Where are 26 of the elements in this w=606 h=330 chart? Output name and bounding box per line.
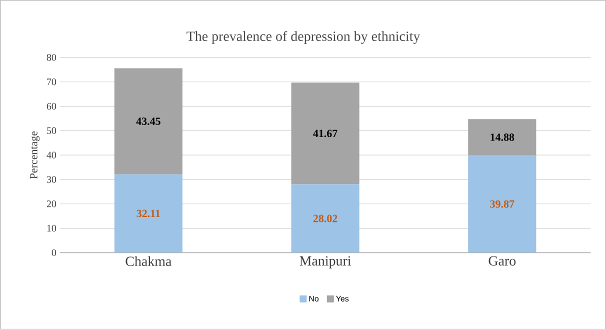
bar bbox=[291, 82, 360, 184]
data-label: 41.67 bbox=[313, 130, 338, 138]
data-label: 39.87 bbox=[490, 200, 514, 208]
data-label: 43.45 bbox=[136, 118, 160, 126]
bar bbox=[114, 68, 182, 174]
bar bbox=[114, 174, 182, 253]
data-label: 28.02 bbox=[313, 214, 338, 222]
y-tick-label: 10 bbox=[47, 225, 56, 232]
bar bbox=[291, 184, 360, 253]
x-tick-label: Manipuri bbox=[300, 256, 351, 269]
bar bbox=[468, 156, 536, 253]
bar bbox=[468, 119, 536, 156]
y-tick-label: 80 bbox=[46, 54, 56, 61]
y-tick-label: 40 bbox=[46, 152, 56, 159]
x-tick-label: Chakma bbox=[126, 256, 172, 266]
data-label: 14.88 bbox=[490, 134, 514, 142]
y-tick-label: 0 bbox=[52, 249, 56, 256]
y-tick-label: 20 bbox=[46, 200, 56, 208]
y-tick-label: 70 bbox=[47, 78, 56, 86]
y-axis-title: Percentage bbox=[30, 132, 40, 179]
y-tick-label: 50 bbox=[47, 127, 56, 134]
y-tick-label: 60 bbox=[46, 103, 56, 110]
y-tick-label: 30 bbox=[46, 176, 56, 183]
x-tick-label: Garo bbox=[488, 256, 516, 266]
chart-title: The prevalence of depression by ethnicity bbox=[186, 31, 420, 44]
data-label: 32.11 bbox=[136, 210, 160, 218]
